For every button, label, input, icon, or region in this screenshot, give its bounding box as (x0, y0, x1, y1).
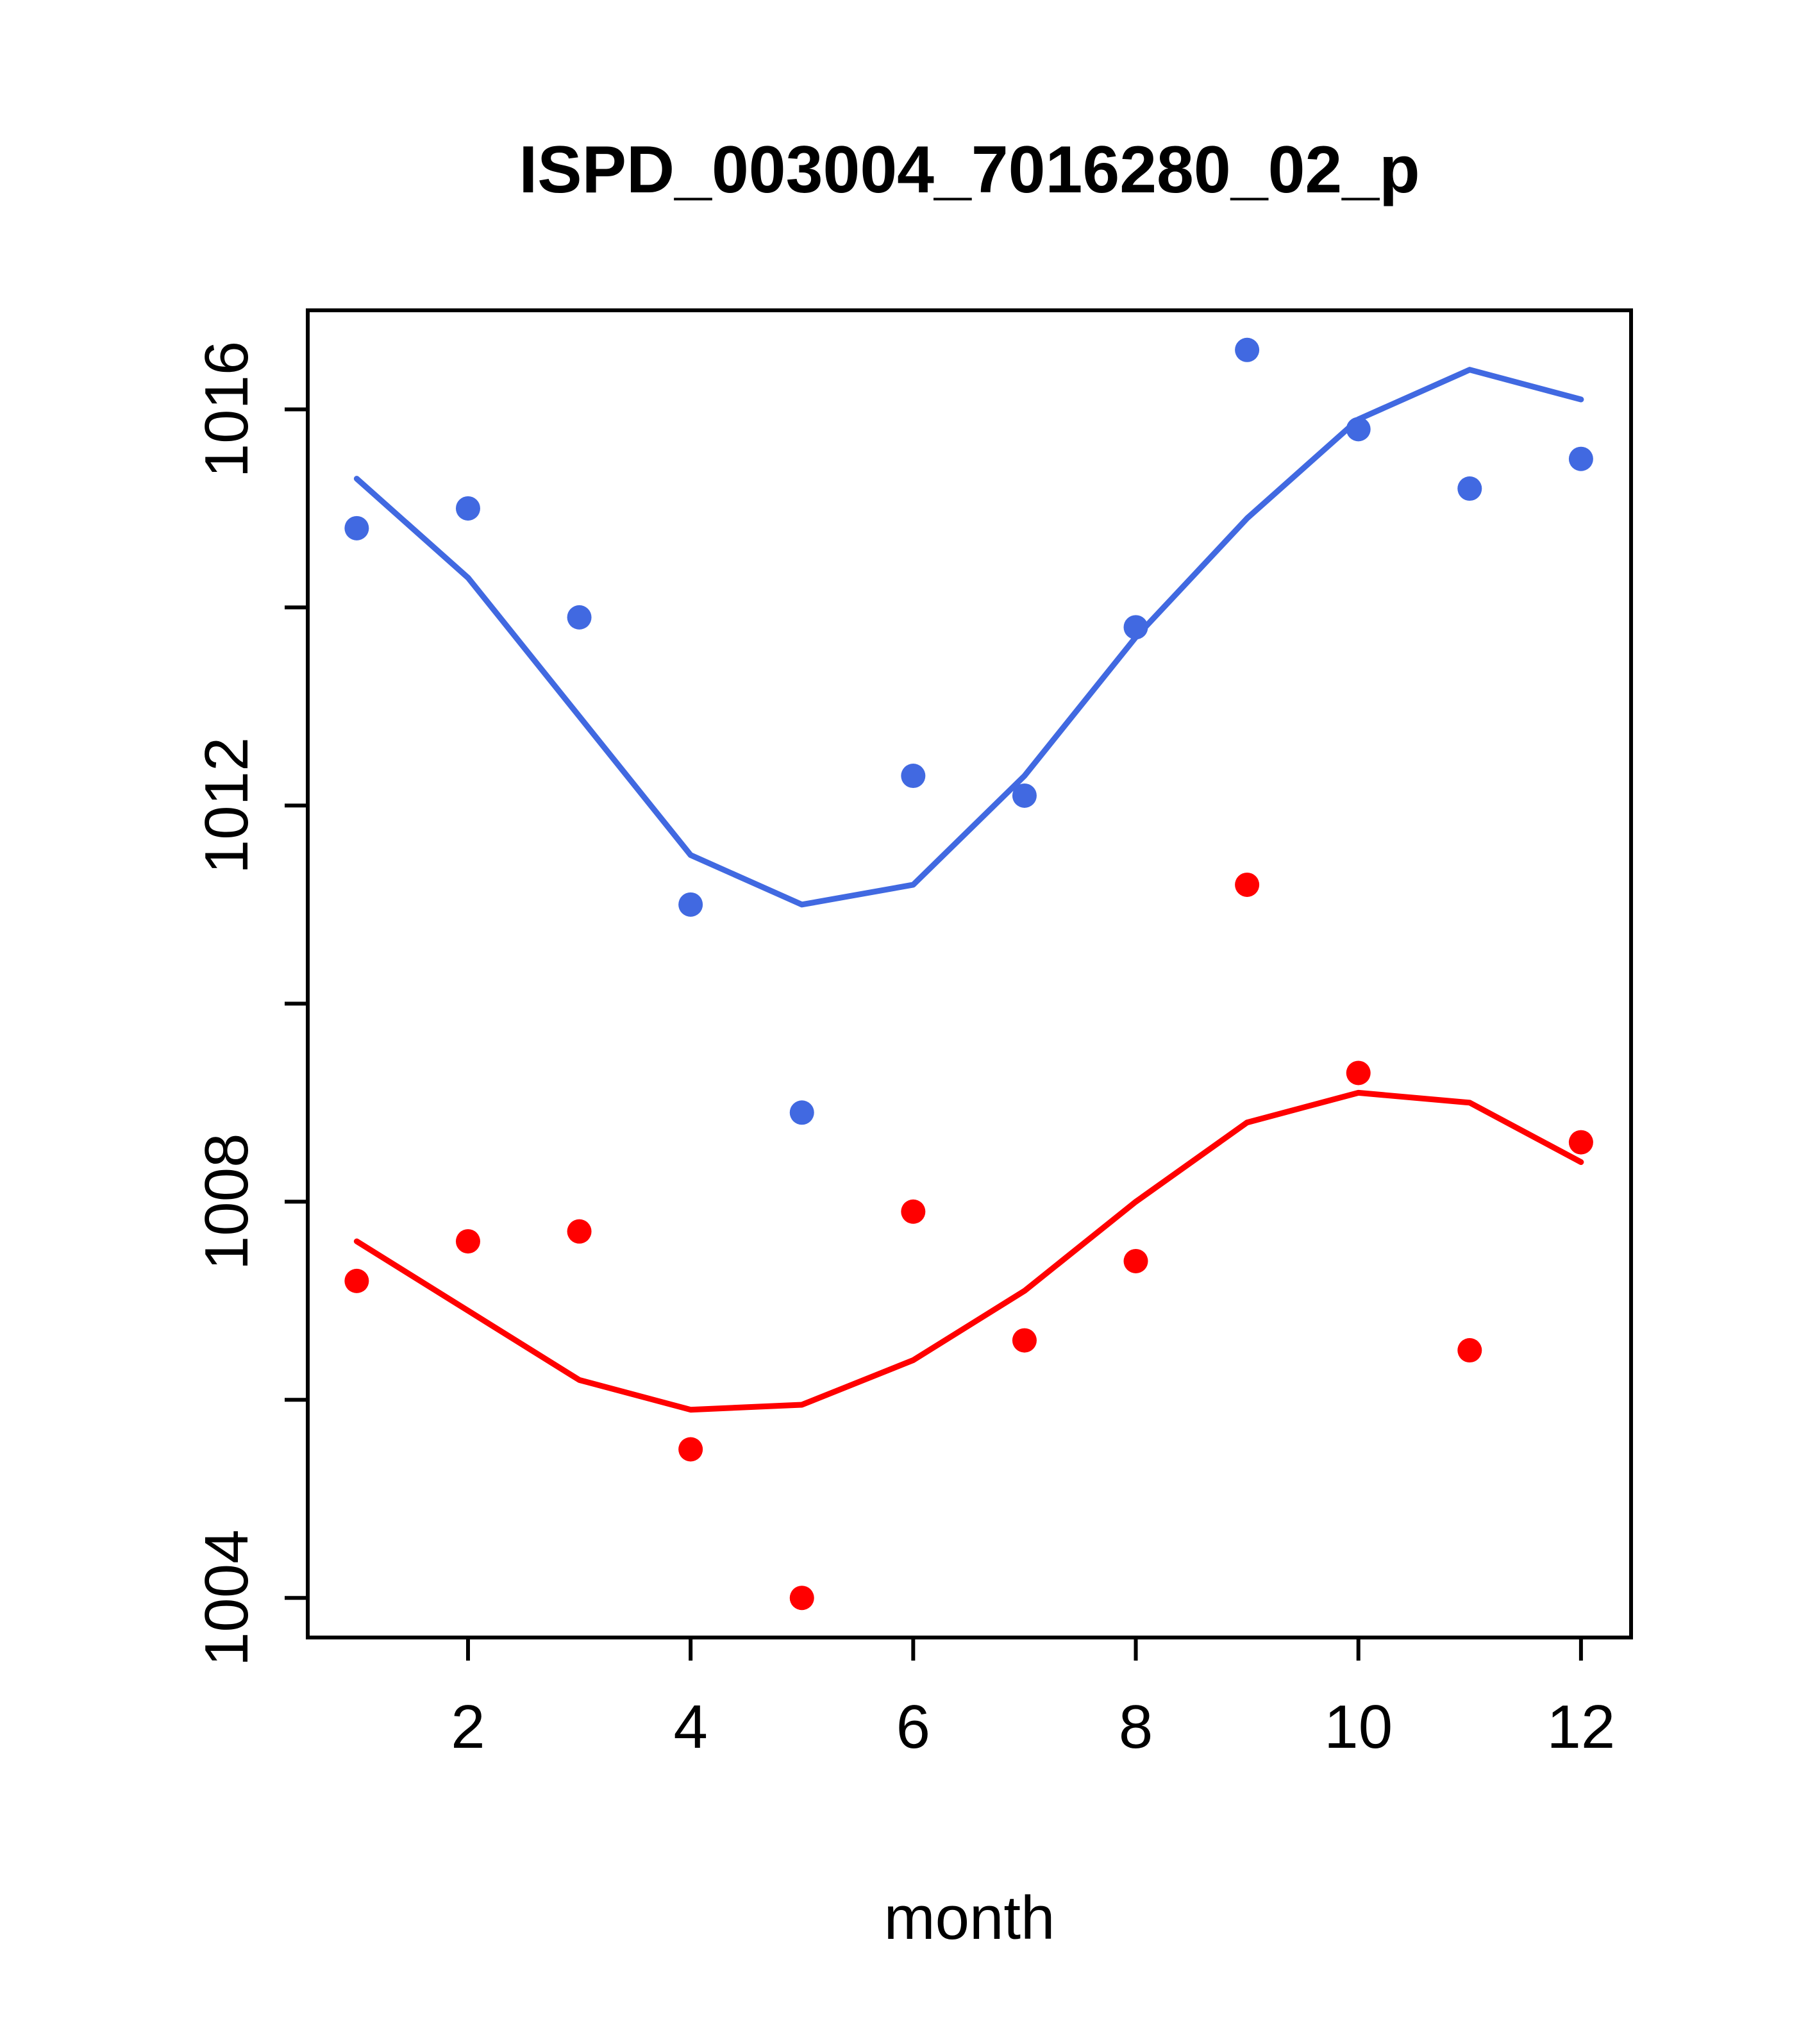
red-series-point (1568, 1130, 1593, 1155)
y-tick-label: 1008 (192, 1134, 261, 1271)
x-tick-label: 12 (1546, 1693, 1615, 1761)
x-tick-label: 4 (673, 1693, 707, 1761)
blue-series-point (1568, 446, 1593, 471)
blue-series-point (1012, 783, 1037, 808)
blue-series-point (901, 764, 926, 789)
red-series-point (567, 1219, 592, 1244)
blue-series-point (678, 892, 703, 917)
blue-series-point (1346, 417, 1371, 442)
blue-series-point (1457, 476, 1482, 501)
red-series-point (1457, 1338, 1482, 1363)
series-layer (344, 337, 1593, 1611)
y-tick-label: 1004 (192, 1529, 261, 1666)
x-axis: 2 4 6 8 10 12 (451, 1638, 1615, 1761)
x-tick-label: 10 (1324, 1693, 1393, 1761)
blue-series-point (344, 515, 369, 540)
red-series-point (1123, 1248, 1148, 1273)
red-series-point (678, 1437, 703, 1462)
plot-border (306, 308, 1633, 1639)
y-tick-label: 1012 (192, 737, 261, 875)
y-axis: 1004 1008 1012 1016 (192, 341, 308, 1666)
chart-title: ISPD_003004_7016280_02_p (519, 133, 1419, 207)
x-tick-label: 8 (1119, 1693, 1153, 1761)
y-tick-label: 1016 (192, 341, 261, 478)
x-tick-label: 6 (896, 1693, 930, 1761)
x-axis-label: month (884, 1884, 1055, 1952)
red-series-point (1235, 872, 1260, 897)
blue-series-trend-line (353, 367, 1584, 908)
red-series-point (789, 1586, 814, 1611)
blue-series-point (455, 496, 480, 521)
red-series-point (455, 1229, 480, 1254)
blue-series-point (1235, 337, 1260, 362)
blue-series-point (567, 605, 592, 630)
red-series-point (1346, 1060, 1371, 1085)
red-series-point (901, 1199, 926, 1224)
x-tick-label: 2 (451, 1693, 485, 1761)
blue-series-point (1123, 615, 1148, 640)
red-series-point (344, 1268, 369, 1293)
red-series-point (1012, 1328, 1037, 1353)
blue-series-point (789, 1100, 814, 1125)
red-series-trend-line (353, 1089, 1584, 1413)
